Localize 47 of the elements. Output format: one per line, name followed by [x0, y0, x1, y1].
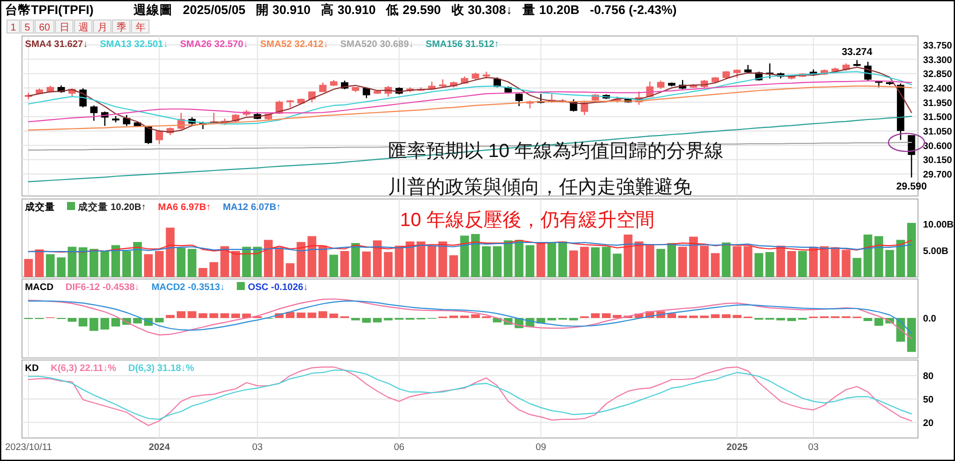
y-tick-label: 80	[923, 371, 934, 382]
y-tick-label: 5.00B	[923, 246, 948, 257]
series-label: K(6,3) 22.11↓%	[50, 363, 117, 374]
text: SMA52 32.412↓	[260, 39, 328, 50]
text: SMA520 30.689↓	[340, 39, 414, 50]
series-label: DIF6-12 -0.4538↓	[66, 282, 140, 293]
y-tick-label: 32.850	[923, 69, 952, 80]
chart-title: KD	[25, 363, 39, 374]
text: SMA4 31.627↓	[25, 39, 88, 50]
text: 1 5 60 日 週 月 季 年	[10, 22, 146, 34]
legend-label: OSC -0.1026↓	[248, 282, 308, 293]
x-tick-label: 2023/10/11	[5, 442, 52, 453]
annotation: 川普的政策與傾向，任內走強難避免	[388, 176, 692, 198]
annotation: 10 年線反壓後，仍有緩升空間	[400, 209, 654, 231]
x-tick-label: 2025	[726, 442, 748, 453]
y-tick-label: 29.700	[923, 170, 952, 181]
legend-label: 成交量 10.20B↑	[77, 201, 146, 213]
x-tick-label: 2024	[148, 442, 171, 453]
y-tick-label: 30.600	[923, 140, 952, 152]
y-tick-label: 20	[923, 418, 934, 429]
text: MACD2 -0.3513↓	[151, 282, 225, 293]
x-tick-label: 09	[536, 442, 546, 453]
y-tick-label: 30.150	[923, 155, 952, 166]
ref-line-label: 0.0	[923, 313, 936, 324]
annotation: 33.274	[842, 47, 873, 58]
chart-title: MACD	[25, 282, 54, 293]
text: SMA156 31.512↑	[426, 39, 500, 50]
x-tick-label: 03	[808, 442, 819, 453]
chart-title: 成交量	[24, 201, 55, 213]
y-tick-label: 33.300	[923, 54, 952, 66]
y-tick-label: 32.400	[923, 83, 952, 94]
text: MA12 6.07B↑	[222, 202, 281, 213]
y-tick-label: 33.750	[923, 40, 952, 52]
y-tick-label: 31.500	[923, 112, 952, 124]
x-tick-label: 03	[252, 442, 263, 453]
text: SMA13 32.501↓	[100, 39, 168, 50]
text: MA6 6.97B↑	[158, 202, 211, 213]
chart-subtitle: 週線圖 2025/05/05 開 30.910 高 30.910 低 29.590 收 30.308↓ 量 10.20B -0.756 (-2.43%)	[132, 2, 677, 17]
x-tick-label: 06	[394, 442, 404, 453]
y-tick-label: 10.00B	[923, 219, 954, 230]
text: SMA26 32.570↓	[180, 39, 248, 50]
y-tick-label: 31.950	[923, 98, 952, 109]
y-tick-label: 50	[923, 394, 934, 406]
chart-title: 台幣TPFI(TPFI)	[5, 2, 94, 17]
annotation: 29.590	[896, 182, 928, 193]
text: D(6,3) 31.18↓%	[128, 363, 195, 374]
y-tick-label: 31.050	[923, 126, 952, 138]
